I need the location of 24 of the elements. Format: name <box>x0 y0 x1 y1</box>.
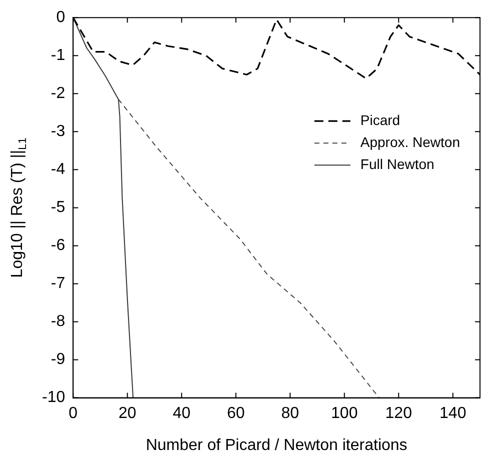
y-tick-label: -10 <box>42 389 66 406</box>
y-tick-label: -9 <box>50 351 66 368</box>
y-tick-label: -6 <box>50 237 66 254</box>
x-tick-label: 80 <box>281 404 300 422</box>
x-tick-label: 40 <box>172 404 191 422</box>
x-tick-label: 140 <box>440 404 466 422</box>
y-tick-label: -5 <box>50 199 66 216</box>
y-tick-label: -4 <box>50 161 66 178</box>
x-axis-title: Number of Picard / Newton iterations <box>146 437 408 454</box>
legend-label: Approx. Newton <box>360 134 460 150</box>
y-tick-label: -2 <box>50 85 66 102</box>
legend-label: Picard <box>360 112 400 128</box>
x-tick-label: 100 <box>331 404 358 422</box>
y-tick-label: 0 <box>56 9 66 26</box>
x-tick-label: 120 <box>385 404 412 422</box>
y-tick-label: -7 <box>50 275 66 292</box>
y-tick-label: -3 <box>50 123 66 140</box>
y-tick-label: -1 <box>50 47 66 64</box>
x-tick-label: 20 <box>118 404 136 422</box>
y-axis-title: Log10 || Res (T) ||L1 <box>9 138 29 278</box>
legend-label: Full Newton <box>360 156 434 172</box>
x-tick-label: 60 <box>226 404 245 422</box>
x-tick-label: 0 <box>68 404 78 422</box>
y-tick-label: -8 <box>50 313 66 330</box>
